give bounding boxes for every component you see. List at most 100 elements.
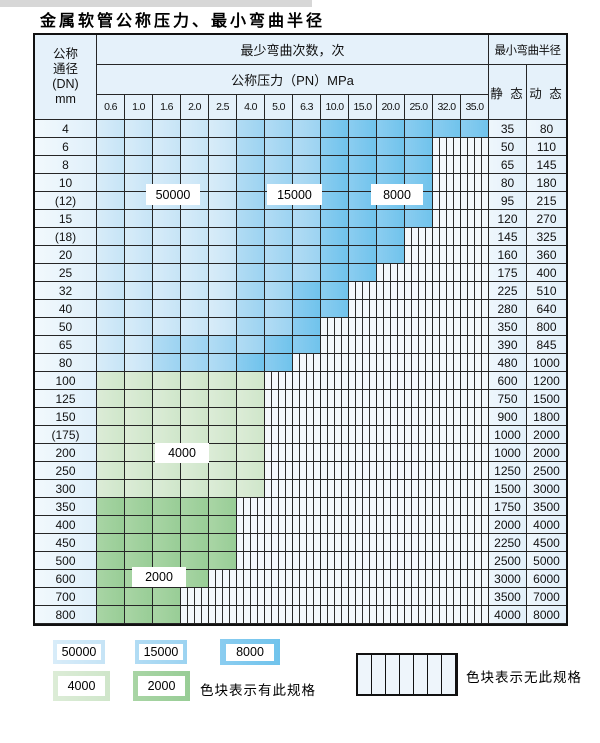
spec-cell-st [293, 498, 321, 516]
spec-cell-g1 [97, 444, 125, 462]
legend-value-8000: 8000 [226, 643, 274, 661]
spec-cell-b2 [237, 156, 265, 174]
page-title: 金属软管公称压力、最小弯曲半径 [40, 11, 326, 30]
spec-cell-st [349, 534, 377, 552]
spec-cell-g1 [237, 480, 265, 498]
spec-cell-st [433, 228, 461, 246]
spec-cell-b3 [237, 354, 265, 372]
spec-cell-g1 [153, 462, 181, 480]
spec-cell-b3 [321, 228, 349, 246]
dynamic-radius-cell: 360 [527, 246, 566, 264]
spec-cell-st [461, 408, 489, 426]
spec-cell-b3 [349, 138, 377, 156]
spec-cell-b3 [321, 246, 349, 264]
dynamic-radius-cell: 2000 [527, 426, 566, 444]
table-row: 125 750 1500 [35, 390, 566, 408]
dynamic-radius-cell: 400 [527, 264, 566, 282]
spec-cell-st [321, 588, 349, 606]
spec-cell-st [405, 588, 433, 606]
spec-cell-b1 [209, 138, 237, 156]
spec-cell-b3 [461, 120, 489, 138]
spec-cell-g1 [97, 372, 125, 390]
spec-cell-b1 [181, 210, 209, 228]
spec-cell-g1 [181, 462, 209, 480]
static-radius-cell: 480 [489, 354, 527, 372]
static-radius-cell: 120 [489, 210, 527, 228]
spec-cell-b1 [125, 174, 153, 192]
spec-cell-b3 [293, 318, 321, 336]
dynamic-radius-cell: 3500 [527, 498, 566, 516]
spec-cell-st [377, 336, 405, 354]
spec-cell-b1 [209, 210, 237, 228]
cycle-label-15000: 15000 [268, 185, 321, 204]
dynamic-radius-cell: 270 [527, 210, 566, 228]
spec-cell-b1 [97, 120, 125, 138]
spec-cell-st [349, 516, 377, 534]
cycle-label-4000: 4000 [156, 444, 208, 462]
spec-cell-b1 [153, 138, 181, 156]
spec-cell-b1 [97, 138, 125, 156]
spec-cell-st [237, 552, 265, 570]
legend-value-2000: 2000 [138, 676, 185, 696]
spec-cell-st [293, 480, 321, 498]
legend-value-4000: 4000 [58, 676, 105, 696]
spec-cell-g1 [97, 408, 125, 426]
spec-cell-b2 [265, 228, 293, 246]
dynamic-radius-cell: 2500 [527, 462, 566, 480]
spec-cell-b2 [265, 318, 293, 336]
legend-no-spec-swatch [356, 653, 458, 696]
dn-cell: 32 [35, 282, 97, 300]
dn-cell: 6 [35, 138, 97, 156]
spec-cell-b1 [181, 300, 209, 318]
spec-cell-g2 [181, 498, 209, 516]
spec-cell-st [405, 336, 433, 354]
static-radius-cell: 3500 [489, 588, 527, 606]
spec-cell-g1 [209, 480, 237, 498]
spec-cell-b2 [237, 210, 265, 228]
spec-cell-st [461, 588, 489, 606]
static-radius-cell: 50 [489, 138, 527, 156]
spec-cell-st [405, 462, 433, 480]
table-row: 80 480 1000 [35, 354, 566, 372]
dynamic-radius-cell: 6000 [527, 570, 566, 588]
legend-swatch-15000: 15000 [135, 640, 187, 664]
dn-cell: 200 [35, 444, 97, 462]
static-radius-cell: 175 [489, 264, 527, 282]
spec-cell-b3 [349, 156, 377, 174]
spec-cell-b1 [97, 210, 125, 228]
spec-cell-st [349, 588, 377, 606]
spec-cell-st [433, 246, 461, 264]
spec-cell-b3 [377, 210, 405, 228]
spec-cell-b2 [237, 120, 265, 138]
pressure-header: 公称压力（PN）MPa [97, 65, 489, 95]
spec-cell-b3 [321, 192, 349, 210]
spec-cell-st [265, 588, 293, 606]
spec-cell-g1 [181, 390, 209, 408]
dn-header-line3: (DN) [52, 77, 79, 91]
table-row: (18) 145 325 [35, 228, 566, 246]
spec-cell-b1 [181, 318, 209, 336]
spec-cell-st [293, 516, 321, 534]
spec-cell-st [265, 480, 293, 498]
spec-cell-g1 [153, 426, 181, 444]
spec-cell-st [377, 354, 405, 372]
spec-cell-b3 [405, 138, 433, 156]
legend-has-spec-text: 色块表示有此规格 [200, 683, 316, 698]
dynamic-radius-cell: 110 [527, 138, 566, 156]
spec-cell-st [405, 390, 433, 408]
dn-cell: 40 [35, 300, 97, 318]
spec-cell-g2 [181, 570, 209, 588]
spec-cell-b1 [97, 156, 125, 174]
spec-cell-st [237, 606, 265, 624]
table-row: 350 1750 3500 [35, 498, 566, 516]
spec-cell-g2 [181, 516, 209, 534]
spec-cell-b3 [405, 210, 433, 228]
spec-cell-b2 [237, 264, 265, 282]
dn-cell: 600 [35, 570, 97, 588]
spec-cell-g1 [97, 480, 125, 498]
spec-cell-st [377, 516, 405, 534]
spec-cell-st [321, 318, 349, 336]
spec-cell-st [461, 480, 489, 498]
spec-cell-st [461, 336, 489, 354]
